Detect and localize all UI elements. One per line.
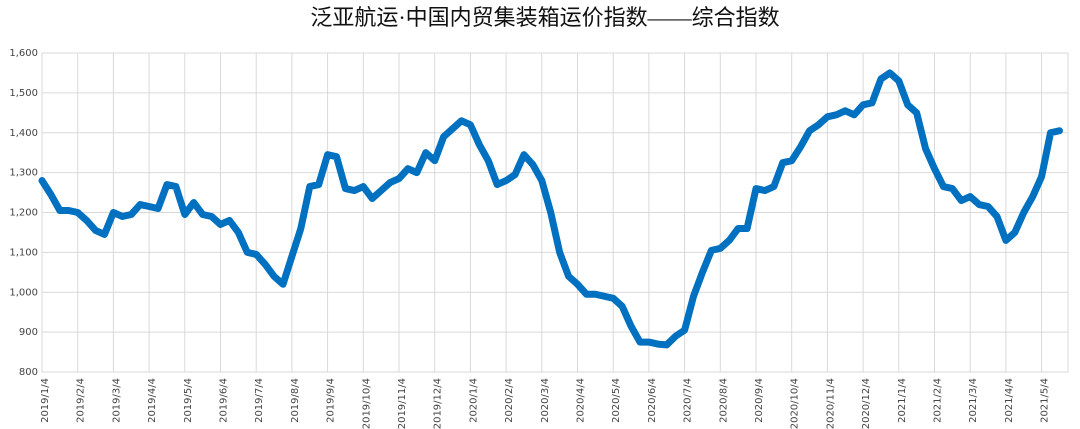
- plot-border: [41, 52, 1069, 373]
- x-tick-label: 2020/1/4: [468, 378, 479, 423]
- x-tick-label: 2019/8/4: [290, 378, 301, 423]
- x-tick-label: 2020/9/4: [754, 378, 765, 423]
- x-tick-label: 2020/3/4: [540, 378, 551, 423]
- x-tick-label: 2019/5/4: [183, 378, 194, 423]
- x-tick-label: 2021/2/4: [933, 378, 944, 423]
- y-tick-label: 1,000: [9, 287, 38, 298]
- y-tick-label: 1,100: [9, 247, 38, 258]
- y-tick-label: 900: [19, 327, 38, 338]
- x-tick-label: 2019/3/4: [111, 378, 122, 423]
- y-tick-label: 1,500: [9, 88, 38, 99]
- x-tick-label: 2020/10/4: [790, 378, 801, 429]
- x-tick-label: 2019/4/4: [147, 378, 158, 423]
- x-tick-label: 2020/11/4: [825, 378, 836, 429]
- x-tick-label: 2021/4/4: [1004, 378, 1015, 423]
- x-tick-label: 2020/12/4: [861, 378, 872, 429]
- chart-title: 泛亚航运·中国内贸集装箱运价指数——综合指数: [310, 5, 779, 30]
- x-tick-label: 2020/7/4: [683, 378, 694, 423]
- x-tick-label: 2020/4/4: [576, 378, 587, 423]
- x-tick-label: 2019/6/4: [219, 378, 230, 423]
- x-tick-label: 2020/8/4: [718, 378, 729, 423]
- x-tick-label: 2019/1/4: [40, 378, 51, 423]
- x-tick-label: 2020/5/4: [611, 378, 622, 423]
- x-tick-label: 2020/6/4: [647, 378, 658, 423]
- data-line: [38, 69, 1063, 349]
- y-tick-label: 1,400: [9, 128, 38, 139]
- x-tick-label: 2019/10/4: [361, 378, 372, 429]
- x-tick-label: 2021/3/4: [968, 378, 979, 423]
- x-tick-label: 2021/5/4: [1040, 378, 1051, 423]
- x-tick-label: 2019/11/4: [397, 378, 408, 429]
- x-tick-label: 2020/2/4: [504, 378, 515, 423]
- x-tick-label: 2019/12/4: [433, 378, 444, 429]
- y-tick-label: 1,600: [9, 48, 38, 59]
- x-tick-label: 2019/2/4: [76, 378, 87, 423]
- x-tick-label: 2021/1/4: [897, 378, 908, 423]
- y-tick-label: 800: [19, 367, 38, 378]
- y-tick-label: 1,200: [9, 208, 38, 219]
- x-tick-label: 2019/9/4: [326, 378, 337, 423]
- x-tick-label: 2019/7/4: [254, 378, 265, 423]
- y-tick-label: 1,300: [9, 168, 38, 179]
